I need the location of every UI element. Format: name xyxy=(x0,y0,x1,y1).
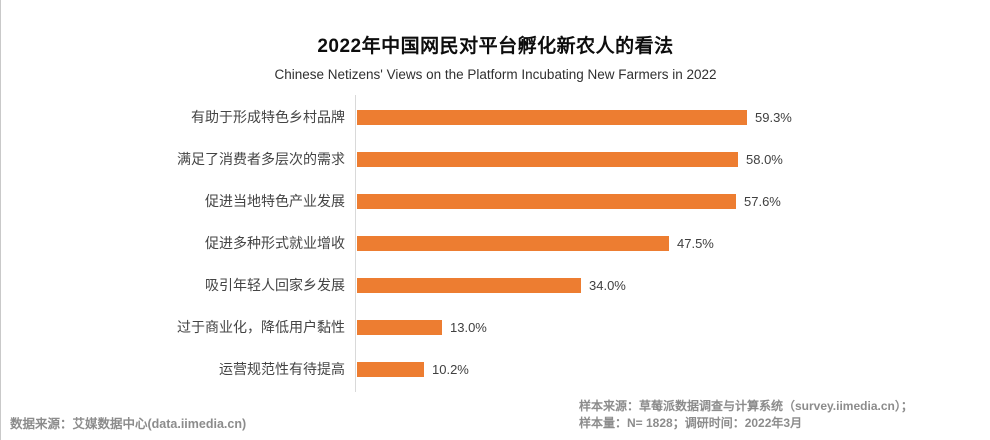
sample-size-line: 样本量：N= 1828；调研时间：2022年3月 xyxy=(579,416,803,430)
category-label: 有助于形成特色乡村品牌 xyxy=(191,109,345,125)
bar xyxy=(357,151,738,167)
bar-chart: 有助于形成特色乡村品牌 59.3% 满足了消费者多层次的需求 58.0% 促进当地特色产… xyxy=(1,96,990,390)
bar-row: 促进当地特色产业发展 57.6% xyxy=(1,180,990,222)
category-label: 促进多种形式就业增收 xyxy=(205,235,345,251)
bar-row: 促进多种形式就业增收 47.5% xyxy=(1,222,990,264)
category-label: 满足了消费者多层次的需求 xyxy=(177,151,345,167)
y-axis-line xyxy=(355,95,356,392)
bar xyxy=(357,109,747,125)
value-label: 58.0% xyxy=(746,151,783,167)
bar-row: 吸引年轻人回家乡发展 34.0% xyxy=(1,264,990,306)
bar-row: 运营规范性有待提高 10.2% xyxy=(1,348,990,390)
category-label: 过于商业化，降低用户黏性 xyxy=(177,319,345,335)
bar-row: 满足了消费者多层次的需求 58.0% xyxy=(1,138,990,180)
bar xyxy=(357,361,424,377)
sample-note: 样本来源：草莓派数据调查与计算系统（survey.iimedia.cn）； 样本… xyxy=(579,398,913,432)
chart-title: 2022年中国网民对平台孵化新农人的看法 xyxy=(317,36,674,57)
category-label: 促进当地特色产业发展 xyxy=(205,193,345,209)
value-label: 57.6% xyxy=(744,193,781,209)
value-label: 34.0% xyxy=(589,277,626,293)
category-label: 运营规范性有待提高 xyxy=(219,361,345,377)
value-label: 13.0% xyxy=(450,319,487,335)
data-source-note: 数据来源：艾媒数据中心(data.iimedia.cn) xyxy=(10,417,247,431)
bar xyxy=(357,319,442,335)
bar xyxy=(357,277,581,293)
category-label: 吸引年轻人回家乡发展 xyxy=(205,277,345,293)
bar xyxy=(357,193,736,209)
bar-row: 过于商业化，降低用户黏性 13.0% xyxy=(1,306,990,348)
bar xyxy=(357,235,669,251)
sample-source-line: 样本来源：草莓派数据调查与计算系统（survey.iimedia.cn）； xyxy=(579,399,913,413)
chart-subtitle: Chinese Netizens' Views on the Platform … xyxy=(274,67,717,82)
bar-row: 有助于形成特色乡村品牌 59.3% xyxy=(1,96,990,138)
value-label: 47.5% xyxy=(677,235,714,251)
value-label: 59.3% xyxy=(755,109,792,125)
value-label: 10.2% xyxy=(432,361,469,377)
